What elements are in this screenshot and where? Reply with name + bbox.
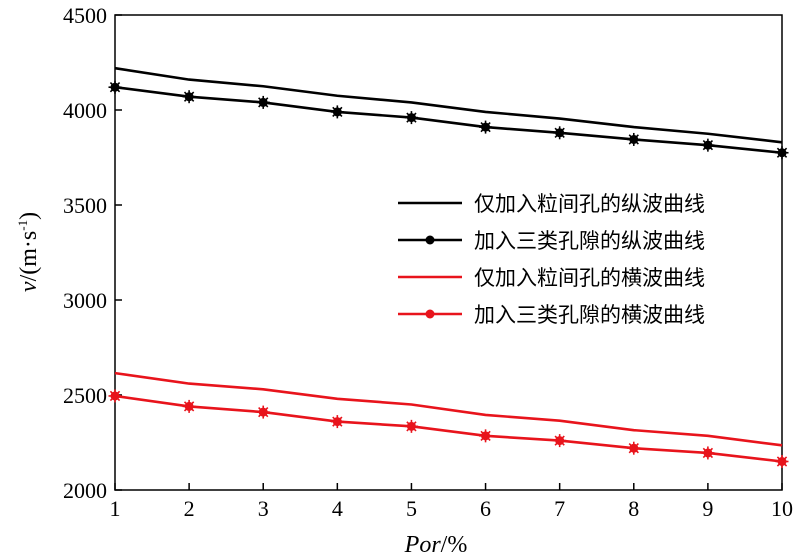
data-point (404, 419, 418, 433)
data-point (108, 389, 122, 403)
legend-item: 仅加入粒间孔的纵波曲线 (398, 192, 705, 216)
y-tick-label: 2500 (63, 383, 107, 408)
series-line-4 (114, 394, 783, 463)
data-point (553, 434, 567, 448)
x-tick-label: 5 (406, 496, 417, 521)
legend-label: 加入三类孔隙的横波曲线 (474, 303, 705, 327)
legend-item: 加入三类孔隙的纵波曲线 (398, 229, 705, 253)
legend-item: 仅加入粒间孔的横波曲线 (398, 266, 705, 290)
legend-marker (425, 235, 435, 245)
legend-label: 加入三类孔隙的纵波曲线 (474, 229, 705, 253)
x-tick-label: 10 (771, 496, 793, 521)
data-point (553, 126, 567, 140)
data-point (108, 80, 122, 94)
legend-label: 仅加入粒间孔的纵波曲线 (474, 192, 705, 216)
y-tick-label: 3000 (63, 288, 107, 313)
y-tick-label: 4500 (63, 3, 107, 28)
data-point (404, 111, 418, 125)
x-tick-label: 7 (554, 496, 565, 521)
data-point (627, 132, 641, 146)
series-line-1 (114, 66, 783, 144)
x-tick-label: 4 (332, 496, 343, 521)
y-tick-label: 4000 (63, 98, 107, 123)
series-line-2 (114, 85, 783, 155)
data-point (479, 429, 493, 443)
x-tick-label: 2 (184, 496, 195, 521)
y-axis: 2000 2500 3000 3500 4000 4500 (63, 3, 122, 503)
x-axis: 1 2 3 4 5 6 7 8 9 10 (110, 483, 793, 521)
x-tick-label: 3 (258, 496, 269, 521)
y-axis-title: v/(m·s-1) (15, 212, 42, 292)
x-axis-title: Por/% (404, 532, 468, 558)
x-tick-label: 8 (628, 496, 639, 521)
data-point (256, 405, 270, 419)
data-point (256, 95, 270, 109)
legend: 仅加入粒间孔的纵波曲线加入三类孔隙的纵波曲线仅加入粒间孔的横波曲线加入三类孔隙的… (398, 192, 705, 327)
legend-label: 仅加入粒间孔的横波曲线 (474, 266, 705, 290)
data-point (330, 415, 344, 429)
x-tick-label: 6 (480, 496, 491, 521)
data-point (627, 441, 641, 455)
data-point (701, 446, 715, 460)
y-tick-label: 2000 (63, 478, 107, 503)
legend-item: 加入三类孔隙的横波曲线 (398, 303, 705, 327)
series-line-3 (114, 371, 783, 447)
data-point (182, 399, 196, 413)
data-point (775, 146, 789, 160)
y-tick-label: 3500 (63, 193, 107, 218)
data-point (701, 138, 715, 152)
x-tick-label: 9 (702, 496, 713, 521)
data-point (330, 105, 344, 119)
data-point (182, 90, 196, 104)
series-layer (108, 66, 789, 468)
x-tick-label: 1 (110, 496, 121, 521)
data-point (775, 455, 789, 468)
data-point (479, 120, 493, 134)
legend-marker (425, 309, 435, 319)
